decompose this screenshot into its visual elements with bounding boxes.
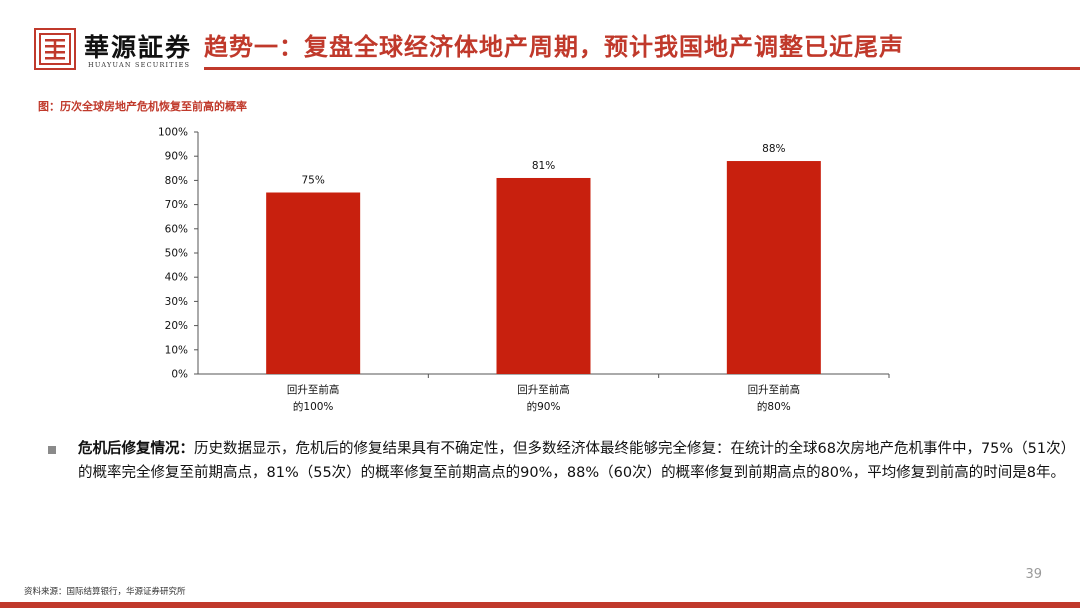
y-tick-label: 20% — [165, 320, 188, 332]
x-tick-label: 的80% — [757, 400, 791, 413]
y-tick-label: 40% — [165, 272, 188, 284]
bullet-square-icon — [48, 446, 56, 454]
bar — [266, 192, 361, 374]
y-tick-label: 60% — [165, 223, 188, 235]
bullet-heading: 危机后修复情况： — [78, 441, 194, 457]
footer-bar — [0, 602, 1080, 608]
y-tick-label: 90% — [165, 151, 188, 163]
y-tick-label: 10% — [165, 344, 188, 356]
bar — [726, 161, 821, 374]
x-tick-label: 回升至前高 — [748, 383, 801, 396]
source-note: 资料来源：国际结算银行，华源证券研究所 — [24, 587, 186, 597]
x-tick-label: 回升至前高 — [517, 383, 570, 396]
company-logo-text: 華源証券 — [84, 33, 193, 62]
page-number: 39 — [1025, 567, 1042, 582]
header-divider — [204, 67, 1080, 70]
y-tick-label: 80% — [165, 175, 188, 187]
bar — [496, 177, 591, 374]
company-logo-icon — [34, 28, 76, 70]
bar-value-label: 81% — [532, 160, 555, 172]
x-tick-label: 回升至前高 — [287, 383, 340, 396]
y-tick-label: 0% — [171, 369, 188, 381]
y-tick-label: 70% — [165, 199, 188, 211]
bar-value-label: 75% — [301, 175, 324, 187]
x-tick-label: 的100% — [293, 400, 334, 413]
y-tick-label: 50% — [165, 248, 188, 260]
bullet-paragraph: 危机后修复情况：历史数据显示，危机后的修复结果具有不确定性，但多数经济体最终能够… — [78, 437, 1068, 485]
bar-value-label: 88% — [762, 143, 785, 155]
y-tick-label: 30% — [165, 296, 188, 308]
bullet-text: 历史数据显示，危机后的修复结果具有不确定性，但多数经济体最终能够完全修复：在统计… — [78, 441, 1068, 481]
y-tick-label: 100% — [158, 127, 188, 139]
page-title: 趋势一：复盘全球经济体地产周期，预计我国地产调整已近尾声 — [204, 32, 904, 61]
company-logo-english: HUAYUAN SECURITIES — [88, 61, 191, 69]
figure-caption: 图：历次全球房地产危机恢复至前高的概率 — [38, 100, 247, 113]
x-tick-label: 的90% — [527, 400, 561, 413]
